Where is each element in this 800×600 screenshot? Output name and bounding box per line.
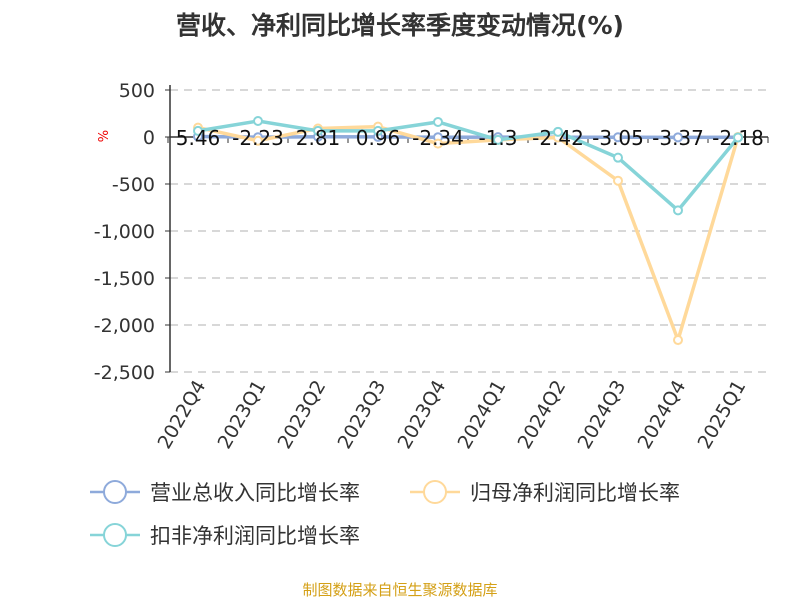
data-label: -2.18 [712, 126, 764, 150]
data-point [673, 132, 683, 143]
data-point [613, 175, 623, 186]
data-point [673, 335, 683, 346]
data-point [613, 152, 623, 163]
data-point [553, 126, 563, 137]
x-tick-label: 2022Q4 [154, 377, 211, 453]
source-note: 制图数据来自恒生聚源数据库 [302, 581, 497, 599]
series-line-1 [197, 124, 740, 346]
x-tick-label: 2023Q4 [394, 377, 451, 453]
legend-marker [103, 523, 127, 547]
x-tick-label: 2025Q1 [694, 377, 751, 453]
data-label: -3.05 [592, 126, 644, 150]
data-label: 5.46 [176, 126, 221, 150]
x-tick-label: 2023Q3 [334, 377, 391, 453]
y-tick-label: -2,000 [94, 315, 155, 337]
y-tick-label: 0 [143, 127, 155, 149]
series-line-2 [197, 119, 740, 213]
data-point [253, 116, 263, 127]
data-point [673, 205, 683, 216]
data-point [433, 138, 443, 149]
data-label: -1.3 [478, 126, 517, 150]
data-point [733, 132, 743, 143]
y-tick-label: -2,500 [94, 362, 155, 384]
data-point [313, 125, 323, 136]
legend-label: 归母净利润同比增长率 [470, 481, 680, 505]
x-tick-label: 2023Q1 [214, 377, 271, 453]
data-label: -3.37 [652, 126, 704, 150]
data-label: -2.34 [412, 126, 464, 150]
data-point [373, 125, 383, 136]
data-label: 2.81 [296, 126, 341, 150]
legend-marker [103, 480, 127, 504]
series-line-0 [197, 134, 739, 140]
legend-label: 扣非净利润同比增长率 [150, 524, 360, 548]
data-point [433, 116, 443, 127]
data-label: -2.23 [232, 126, 284, 150]
data-label: -2.42 [532, 126, 584, 150]
x-tick-label: 2024Q4 [634, 377, 691, 453]
x-tick-label: 2024Q2 [514, 377, 571, 453]
data-label: 0.96 [356, 126, 401, 150]
data-point [613, 132, 623, 143]
data-point [253, 135, 263, 146]
x-tick-label: 2024Q1 [454, 377, 511, 453]
legend-marker [423, 480, 447, 504]
y-tick-label: -1,000 [94, 221, 155, 243]
y-tick-label: 500 [119, 80, 155, 102]
x-tick-label: 2024Q3 [574, 377, 631, 453]
x-tick-label: 2023Q2 [274, 377, 331, 453]
y-axis-label: % [97, 130, 112, 142]
chart-title: 营收、净利同比增长率季度变动情况(%) [176, 11, 624, 40]
data-point [493, 134, 503, 145]
legend-label: 营业总收入同比增长率 [150, 481, 360, 505]
y-tick-label: -500 [112, 174, 155, 196]
y-tick-label: -1,500 [94, 268, 155, 290]
data-point [193, 125, 203, 136]
